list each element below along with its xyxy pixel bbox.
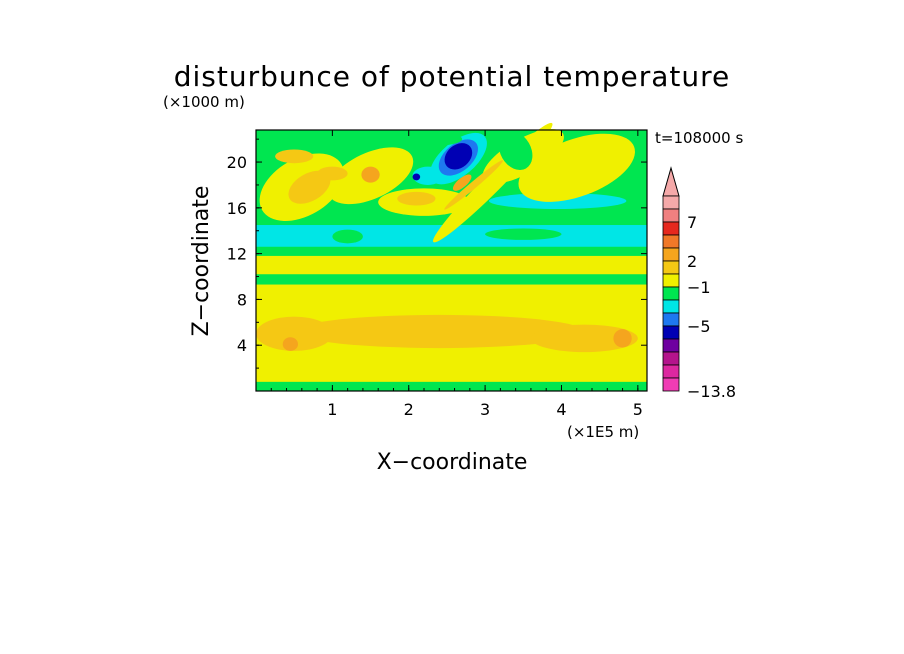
y-axis: 4 8 12 16 20 <box>227 138 647 369</box>
x-tick-label: 4 <box>556 400 566 419</box>
field-region-19 <box>288 170 331 204</box>
x-tick-label: 2 <box>404 400 414 419</box>
field-region-30 <box>412 173 421 181</box>
colorbar-swatch <box>662 338 680 353</box>
colorbar-extend-arrow <box>662 166 680 197</box>
colorbar-tick-label: 7 <box>687 213 697 232</box>
colorbar-tick-label: −13.8 <box>687 382 736 401</box>
field-region-10 <box>332 229 363 244</box>
colorbar-swatch <box>662 312 680 327</box>
y-tick-label: 12 <box>227 245 247 264</box>
field-region-18 <box>518 133 635 202</box>
colorbar-tick-label: −5 <box>687 317 711 336</box>
colorbar-swatch <box>662 286 680 301</box>
x-tick-label: 3 <box>480 400 490 419</box>
y-tick-label: 20 <box>227 153 247 172</box>
field-region-4 <box>256 316 333 351</box>
y-axis-label: Z−coordinate <box>189 186 214 337</box>
colorbar-swatch <box>662 195 680 210</box>
field-region-29 <box>444 143 473 170</box>
colorbar-swatch <box>662 247 680 262</box>
x-unit-label: (×1E5 m) <box>567 423 639 441</box>
field-region-22 <box>444 160 503 210</box>
colorbar-swatch <box>662 208 680 223</box>
field-region-2 <box>294 314 585 349</box>
colorbar-tick-label: 2 <box>687 252 697 271</box>
colorbar: 7 2 −1 −5 −13.8 <box>662 166 736 401</box>
colorbar-swatch <box>662 234 680 249</box>
field-region-8 <box>271 257 363 269</box>
field-region-23 <box>275 149 314 164</box>
x-axis: 1 2 3 4 5 <box>270 130 643 419</box>
y-unit-label: (×1000 m) <box>163 93 245 111</box>
colorbar-swatch <box>662 377 680 392</box>
field-region-31 <box>498 131 533 171</box>
colorbar-swatch <box>662 299 680 314</box>
y-tick-label: 4 <box>237 336 247 355</box>
colorbar-swatch <box>662 325 680 340</box>
field-region-1 <box>256 381 647 391</box>
colorbar-swatch <box>662 273 680 288</box>
plot-frame <box>255 129 648 392</box>
colorbar-tick-label: −1 <box>687 278 711 297</box>
chart-title: disturbunce of potential temperature <box>174 60 731 93</box>
time-label: t=108000 s <box>655 129 743 147</box>
colorbar-swatch <box>662 364 680 379</box>
colorbar-swatch <box>662 221 680 236</box>
field-region-11 <box>485 228 562 240</box>
field-region-32 <box>401 132 463 147</box>
colorbar-swatch <box>662 260 680 275</box>
field-region-20 <box>317 166 348 181</box>
field-region-24 <box>361 166 380 183</box>
x-tick-label: 1 <box>327 400 337 419</box>
field-region-6 <box>613 329 632 348</box>
field-region-5 <box>282 337 299 351</box>
temperature-field <box>256 122 647 391</box>
x-axis-label: X−coordinate <box>377 450 528 475</box>
x-tick-label: 5 <box>633 400 643 419</box>
y-tick-label: 16 <box>227 199 247 218</box>
colorbar-swatch <box>662 351 680 366</box>
field-region-25 <box>452 174 472 191</box>
y-tick-label: 8 <box>237 290 247 309</box>
field-region-21 <box>397 191 436 206</box>
field-region-3 <box>530 324 638 353</box>
